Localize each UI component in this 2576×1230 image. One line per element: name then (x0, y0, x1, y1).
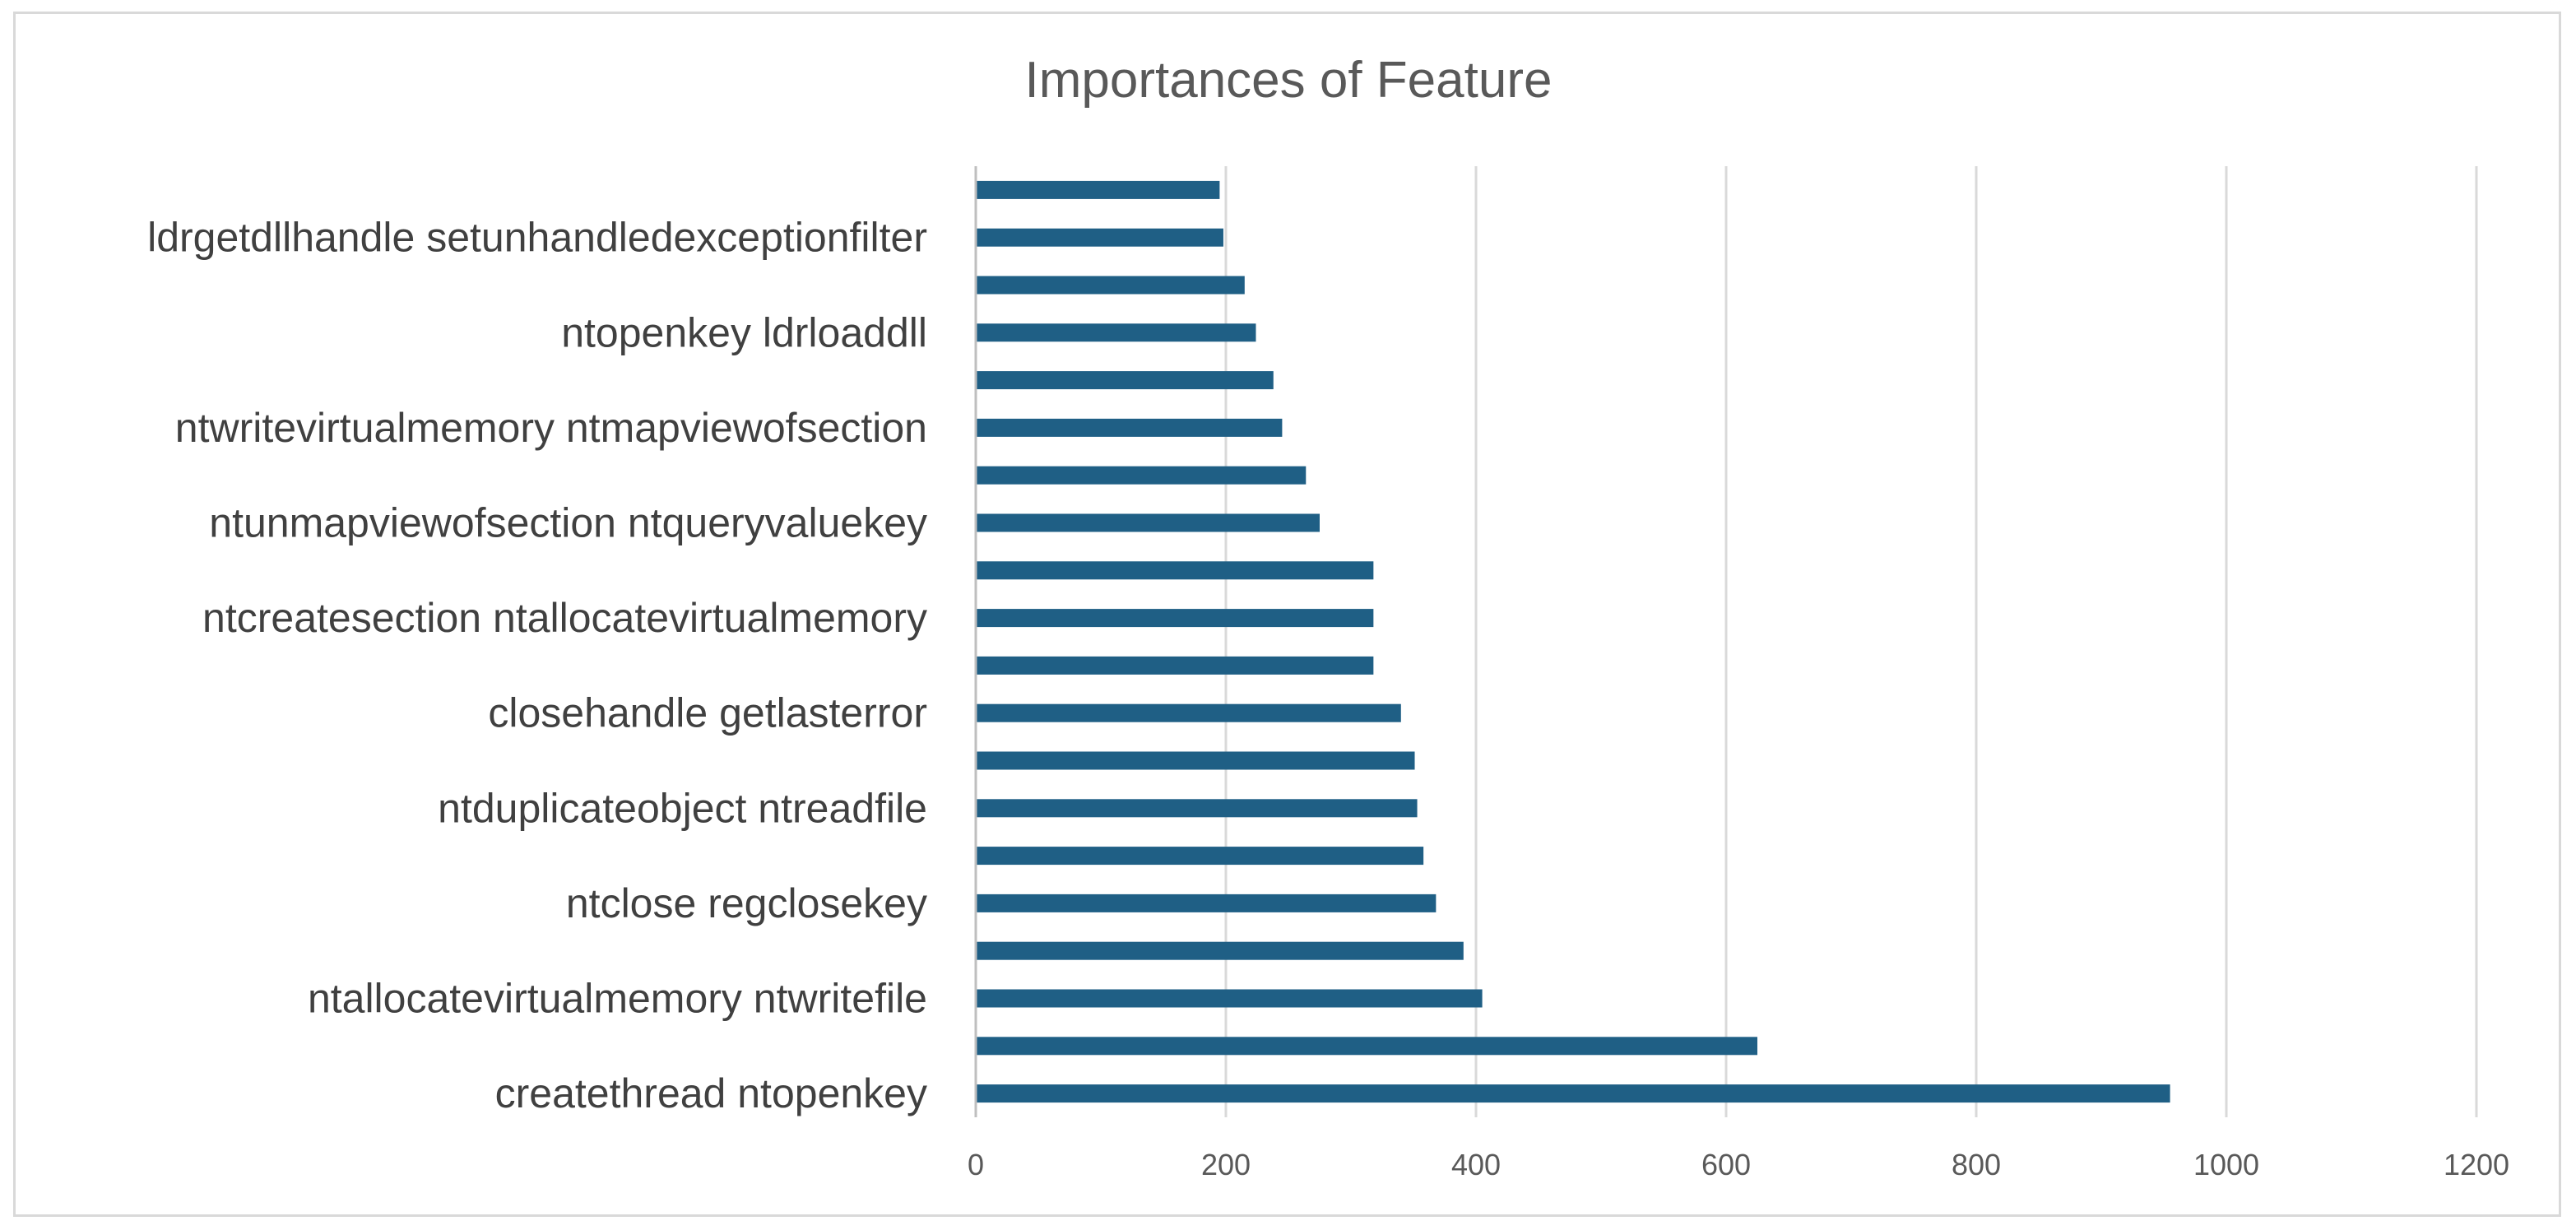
bars (976, 180, 2170, 1103)
category-label: createthread ntopenkey (495, 1070, 927, 1116)
category-label: ntwritevirtualmemory ntmapviewofsection (175, 405, 927, 451)
x-tick-label: 400 (1451, 1148, 1501, 1181)
category-label: ntduplicateobject ntreadfile (438, 785, 927, 831)
x-tick-label: 1000 (2193, 1148, 2259, 1181)
bar (976, 751, 1415, 770)
bar (976, 799, 1418, 818)
bar (976, 466, 1307, 485)
bar (976, 180, 1220, 199)
x-tick-label: 200 (1201, 1148, 1251, 1181)
bar (976, 656, 1374, 675)
x-tick-label: 1200 (2444, 1148, 2509, 1181)
bar (976, 703, 1401, 722)
category-label: ntcreatesection ntallocatevirtualmemory (202, 595, 927, 641)
bar (976, 989, 1483, 1008)
category-label: ldrgetdllhandle setunhandledexceptionfil… (147, 215, 927, 261)
bar (976, 847, 1424, 866)
x-tick-label: 600 (1701, 1148, 1751, 1181)
x-tick-label: 800 (1952, 1148, 2001, 1181)
category-label: closehandle getlasterror (488, 690, 927, 736)
category-labels: createthread ntopenkey ntallocatevirtualm… (147, 215, 927, 1116)
x-tick-label: 0 (968, 1148, 984, 1181)
category-label: ntclose regclosekey (566, 880, 927, 926)
bar (976, 418, 1283, 437)
bar (976, 609, 1374, 628)
bar (976, 1084, 2170, 1103)
category-label: ntopenkey ldrloaddll (561, 309, 927, 355)
bar (976, 941, 1464, 960)
category-label: ntallocatevirtualmemory ntwritefile (308, 976, 927, 1022)
bar (976, 1037, 1757, 1056)
bar (976, 561, 1374, 580)
bar (976, 893, 1437, 912)
bar (976, 323, 1256, 342)
chart-title: Importances of Feature (1025, 52, 1553, 109)
gridlines (1224, 166, 2478, 1117)
x-axis-ticks: 0 200 400 600 800 1000 1200 (968, 1148, 2509, 1181)
bar (976, 228, 1223, 247)
bar (976, 371, 1274, 390)
bar (976, 276, 1245, 295)
bar (976, 513, 1320, 532)
category-label: ntunmapviewofsection ntqueryvaluekey (209, 500, 927, 546)
